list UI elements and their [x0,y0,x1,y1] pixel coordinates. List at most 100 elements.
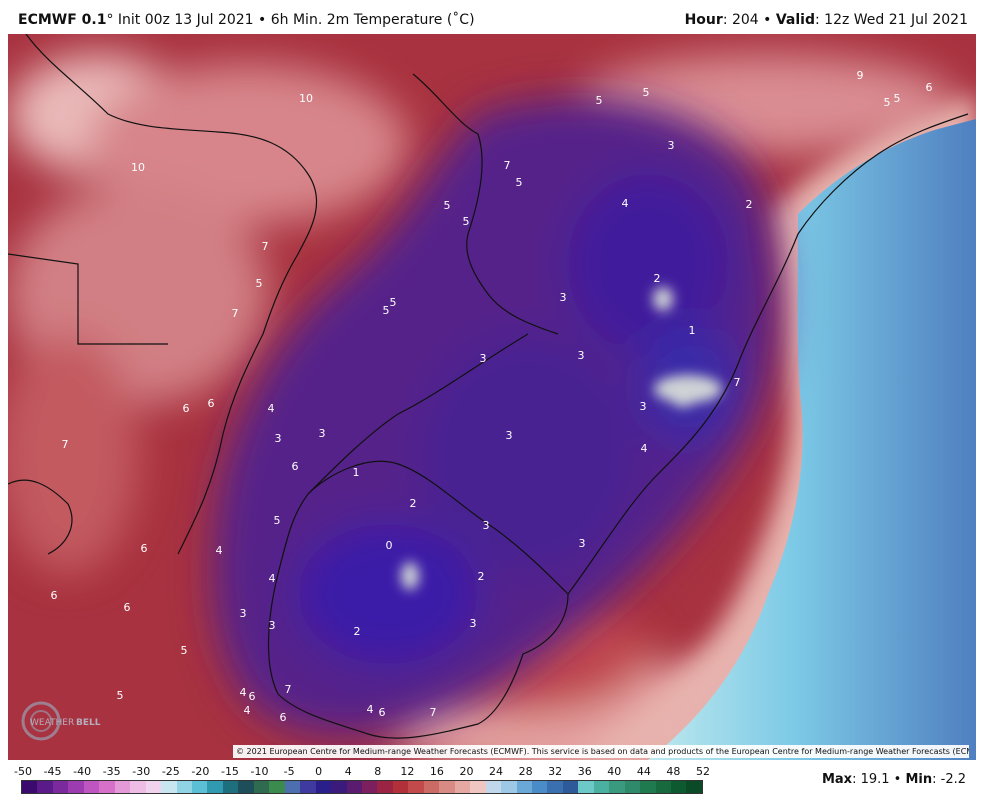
scale-color-cell [145,781,162,793]
degree-sign: ° [106,12,114,28]
scale-ticks: -50 -45 -40 -35 -30 -25 -20 -15 -10 -5 0 4 8 12 16 20 24… [8,765,728,779]
scale-color-cell [222,781,239,793]
scale-tick-label: 20 [459,765,474,778]
scale-color-cell [207,781,223,793]
contour-label: 5 [463,215,470,228]
valid-value: : 12z Wed 21 Jul 2021 [815,12,968,28]
header: ECMWF 0.1° Init 00z 13 Jul 2021 • 6h Min… [0,0,984,34]
scale-tick-label: -30 [132,765,151,778]
hour-label: Hour [684,12,723,28]
contour-label: 3 [275,432,282,445]
title-description: Init 00z 13 Jul 2021 • 6h Min. 2m Temper… [113,12,475,28]
scale-color-cell [578,781,594,793]
scale-tick-label: -20 [191,765,210,778]
contour-label: 5 [444,199,451,212]
scale-color-cell [331,781,347,793]
scale-tick-label: 28 [518,765,533,778]
min-label: Min [905,772,933,787]
contour-label: 5 [596,94,603,107]
near-freezing-patches [401,287,722,590]
contour-label: 5 [383,304,390,317]
contour-label: 7 [504,159,511,172]
contour-label: 3 [480,352,487,365]
contour-label: 6 [280,711,287,724]
contour-label: 3 [560,291,567,304]
contour-label: 4 [216,544,223,557]
contour-label: 6 [208,397,215,410]
contour-label: 3 [506,429,513,442]
scale-color-cell [531,781,548,793]
copyright-notice: © 2021 European Centre for Medium-range … [233,745,969,758]
contour-label: 7 [232,307,239,320]
contour-label: 6 [926,81,933,94]
max-value: : 19.1 • [852,772,906,787]
contour-label: 3 [483,519,490,532]
scale-tick-label: 24 [489,765,504,778]
weatherbell-logo-mark: WEATHER BELL [21,701,101,741]
scale-tick-label: 48 [666,765,681,778]
scale-color-cell [671,781,687,793]
scale-tick-label: 32 [548,765,563,778]
scale-tick-label: -35 [102,765,121,778]
scale-color-cell [392,781,409,793]
contour-label: 5 [884,96,891,109]
scale-color-cell [501,781,517,793]
scale-tick-label: -40 [73,765,92,778]
scale-color-cell [52,781,69,793]
scale-color-cell [37,781,53,793]
scale-color-cell [377,781,393,793]
scale-tick-label: -45 [43,765,62,778]
title: ECMWF 0.1° Init 00z 13 Jul 2021 • 6h Min… [18,12,475,28]
contour-label: 2 [410,497,417,510]
contour-label: 3 [578,349,585,362]
contour-label: 6 [124,601,131,614]
contour-label: 10 [131,161,145,174]
contour-label: 2 [654,272,661,285]
scale-tick-label: 44 [636,765,651,778]
contour-label: 3 [640,400,647,413]
scale-color-cell [408,781,424,793]
contour-label: 7 [285,683,292,696]
weatherbell-logo: WEATHER BELL [20,700,110,742]
scale-color-cell [99,781,115,793]
contour-label: 2 [354,625,361,638]
scale-color-cell [439,781,455,793]
scale-color-cell [624,781,641,793]
scale-tick-label: -5 [283,765,295,778]
scale-color-cell [470,781,486,793]
scale-color-cell [176,781,192,793]
cold-field [213,98,779,735]
contour-label: 10 [299,92,313,105]
model-name: ECMWF 0.1 [18,12,107,28]
scale-tick-label: -15 [220,765,239,778]
contour-label: 1 [689,324,696,337]
scale-tick-label: 36 [577,765,592,778]
contour-label: 6 [379,706,386,719]
color-scale: -50 -45 -40 -35 -30 -25 -20 -15 -10 -5 0 4 8 12 16 20 24… [8,760,728,808]
contour-label: 6 [141,542,148,555]
scale-color-cell [114,781,131,793]
contour-label: 3 [240,607,247,620]
contour-label: 9 [857,69,864,82]
logo-text-bell: BELL [76,718,101,728]
contour-label: 3 [470,617,477,630]
contour-label: 3 [319,427,326,440]
scale-color-cell [161,781,177,793]
contour-label: 6 [183,402,190,415]
max-label: Max [821,772,853,787]
scale-color-cell [191,781,208,793]
scale-color-cell [516,781,532,793]
scale-color-cell [130,781,146,793]
scale-color-cell [562,781,579,793]
contour-label: 7 [734,376,741,389]
contour-label: 6 [51,589,58,602]
hour-value: : 204 • [722,12,776,28]
scale-tick-label: 8 [374,765,382,778]
contour-label: 3 [668,139,675,152]
scale-tick-label: 0 [315,765,323,778]
temperature-map: 10 10 9 5 5 5 5 6 3 7 5 4 2 5 5 7 5 2 3 5 5 7 1 3 3 7 6 6 4 3 3 3 3 7 4 6 1 2… [8,34,976,760]
scale-color-cell [83,781,100,793]
contour-label: 1 [353,466,360,479]
